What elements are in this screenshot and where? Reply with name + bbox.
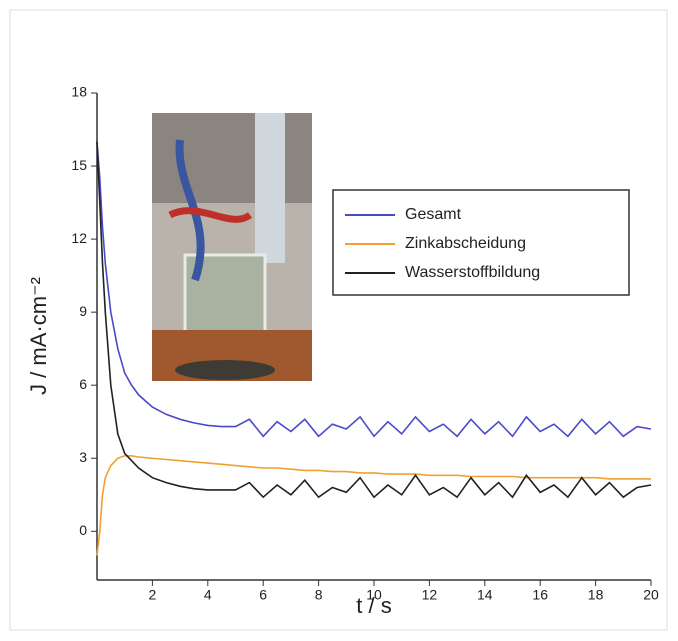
- x-tick-label: 4: [204, 587, 212, 603]
- legend: [332, 189, 630, 296]
- legend-label: Wasserstoffbildung: [405, 264, 540, 281]
- x-axis-label: t / s: [356, 593, 391, 618]
- x-tick-label: 20: [643, 587, 659, 603]
- y-tick-label: 3: [79, 449, 87, 465]
- y-tick-label: 0: [79, 522, 87, 538]
- data-line: [96, 141, 652, 438]
- x-tick-label: 2: [149, 587, 157, 603]
- inset-photo: [152, 113, 312, 381]
- x-tick-label: 12: [422, 587, 438, 603]
- data-line: [96, 455, 651, 556]
- x-tick-label: 6: [259, 587, 267, 603]
- y-tick-label: 15: [71, 157, 87, 173]
- x-tick-label: 16: [532, 587, 548, 603]
- data-line: [96, 141, 652, 499]
- x-tick-label: 10: [366, 587, 382, 603]
- legend-label: Gesamt: [405, 206, 462, 223]
- legend-label: Zinkabscheidung: [405, 235, 526, 252]
- x-tick-label: 8: [315, 587, 323, 603]
- y-tick-label: 6: [79, 376, 87, 392]
- frame: [9, 9, 668, 631]
- x-tick-label: 14: [477, 587, 493, 603]
- y-tick-label: 9: [79, 303, 87, 319]
- x-tick-label: 18: [588, 587, 604, 603]
- y-tick-label: 18: [71, 84, 87, 100]
- y-tick-label: 12: [71, 230, 87, 246]
- y-axis-label: J / mA·cm⁻²: [26, 277, 51, 395]
